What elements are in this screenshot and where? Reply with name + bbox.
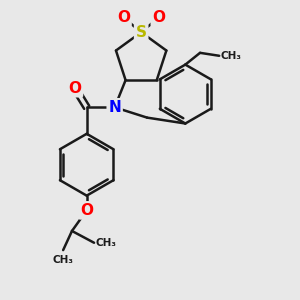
Text: O: O [117, 10, 130, 25]
Text: CH₃: CH₃ [52, 254, 74, 265]
Text: O: O [68, 81, 81, 96]
Text: N: N [108, 100, 121, 115]
Text: O: O [152, 10, 165, 25]
Text: CH₃: CH₃ [221, 51, 242, 61]
Text: O: O [80, 203, 93, 218]
Text: CH₃: CH₃ [95, 238, 116, 248]
Text: S: S [136, 25, 147, 40]
